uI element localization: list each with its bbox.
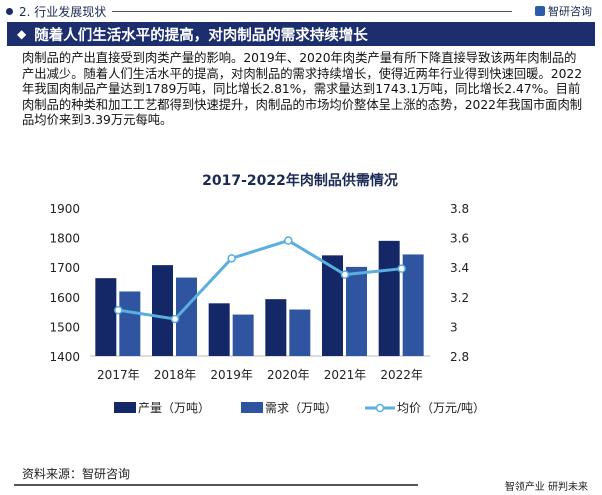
bar-production [322, 255, 343, 356]
body-paragraph: 肉制品的产出直接受到肉类产量的影响。2019年、2020年肉类产量有所下降直接导… [22, 51, 583, 128]
x-tick-label: 2022年 [380, 368, 423, 382]
bar-production [95, 278, 117, 356]
y-right-tick-label: 3.6 [450, 232, 469, 246]
y-left-tick-label: 1800 [49, 232, 80, 246]
legend-swatch-production [114, 402, 136, 413]
banner-title: 随着人们生活水平的提高，对肉制品的需求持续增长 [34, 27, 368, 44]
price-point [114, 305, 123, 315]
y-right-tick-label: 3.4 [450, 261, 469, 275]
x-tick-label: 2021年 [324, 368, 367, 382]
price-point [340, 270, 350, 279]
banner: ◆ 随着人们生活水平的提高，对肉制品的需求持续增长 [7, 22, 595, 46]
footer-divider [14, 484, 418, 486]
bar-demand [232, 314, 254, 356]
y-right-tick-label: 3 [450, 320, 458, 334]
price-point [227, 254, 236, 263]
legend-marker-price [375, 403, 385, 413]
brand-name: 智研咨询 [548, 5, 592, 18]
bar-production [378, 240, 400, 356]
brand-logo-icon [535, 6, 545, 16]
y-left-tick-label: 1900 [49, 202, 80, 216]
x-tick-label: 2019年 [210, 368, 253, 382]
divider [112, 11, 512, 12]
source-note: 资料来源：智研咨询 [22, 467, 131, 481]
bar-production [208, 303, 230, 356]
bar-demand [402, 254, 424, 356]
legend-label: 均价（万元/吨） [397, 401, 485, 415]
legend-swatch-demand [241, 402, 263, 413]
price-point [397, 264, 406, 273]
bar-demand [289, 309, 311, 356]
y-right-tick-label: 2.8 [450, 350, 469, 364]
x-tick-label: 2017年 [97, 368, 140, 382]
y-right-tick-label: 3.8 [450, 202, 469, 216]
price-line [118, 238, 402, 321]
bar-demand [176, 277, 197, 356]
x-tick-label: 2020年 [267, 368, 310, 382]
y-left-tick-label: 1600 [49, 291, 80, 305]
section-heading: 2. 行业发展现状 [6, 3, 106, 19]
bar-demand [346, 266, 367, 356]
chart-title: 2017-2022年肉制品供需情况 [202, 172, 398, 189]
x-tick-label: 2018年 [154, 368, 197, 382]
y-left-tick-label: 1500 [49, 320, 80, 334]
legend-label: 需求（万吨） [265, 401, 337, 415]
y-right-tick-label: 3.2 [450, 291, 469, 305]
price-point [170, 314, 180, 324]
section-title: 2. 行业发展现状 [19, 4, 107, 19]
diamond-icon: ◆ [17, 27, 27, 41]
brand: 智研咨询 [535, 3, 592, 19]
bar-production [152, 265, 173, 356]
slogan: 智领产业 研判未来 [504, 482, 588, 493]
bullet-icon [6, 7, 13, 15]
supply-demand-chart: 2017-2022年肉制品供需情况 1400 1500 1600 1700 1800 190… [49, 172, 485, 415]
price-point [284, 236, 293, 245]
bar-production [265, 299, 287, 356]
y-left-tick-label: 1400 [49, 350, 80, 364]
y-left-tick-label: 1700 [49, 261, 80, 275]
bar-demand [119, 291, 141, 356]
legend-label: 产量（万吨） [138, 401, 210, 415]
